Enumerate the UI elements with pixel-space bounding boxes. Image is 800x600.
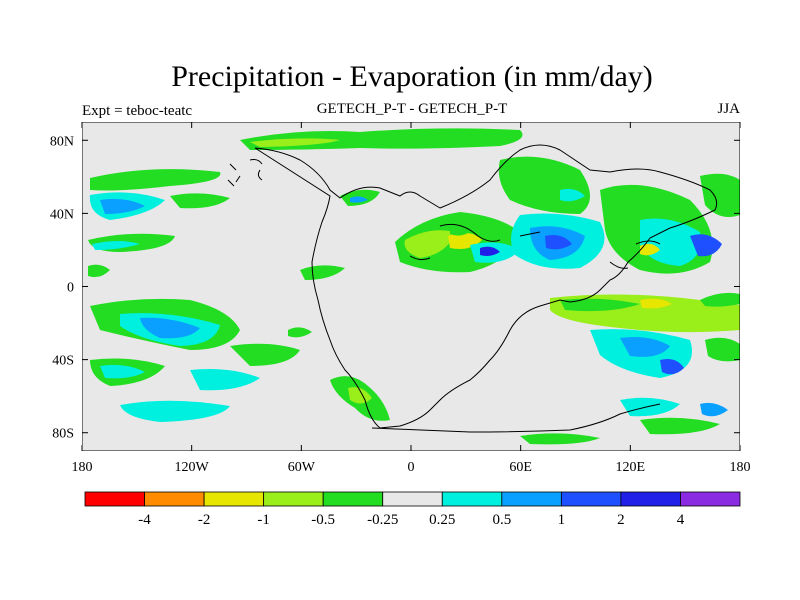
contour-patch	[100, 364, 145, 379]
contour-patch	[700, 173, 740, 218]
lon-tick-label: 120E	[616, 460, 646, 475]
contour-patch	[288, 327, 312, 338]
contour-patch	[520, 433, 600, 445]
contour-patch	[350, 196, 368, 203]
colorbar-swatch	[322, 491, 384, 507]
contour-patch	[170, 193, 230, 209]
colorbar-label: 1	[558, 512, 566, 528]
map-plot	[82, 122, 740, 451]
contour-patch	[88, 264, 110, 278]
contour-patch	[700, 292, 740, 307]
colorbar-swatch	[441, 491, 503, 507]
colorbar-swatch	[382, 491, 443, 507]
contour-patch	[700, 402, 728, 417]
coastlines	[227, 144, 718, 433]
lat-tick-label: 40N	[50, 207, 74, 222]
coastline-segment	[409, 255, 431, 261]
colorbar-label: -0.25	[367, 512, 398, 528]
continent-outline	[254, 144, 718, 429]
antarctic-coast	[371, 403, 661, 433]
colorbar-swatch	[501, 491, 562, 507]
contour-patch	[640, 243, 660, 256]
contour-patch	[620, 397, 680, 417]
coastline-segment	[249, 159, 263, 181]
colorbar-swatch	[680, 491, 741, 507]
latitude-axis: 80N 40N 0 40S 80S	[50, 134, 740, 442]
colorbar-label: 0.25	[429, 512, 455, 528]
lon-tick-label: 180	[730, 460, 751, 475]
colorbar-label: -0.5	[311, 512, 335, 528]
lon-tick-label: 60E	[509, 460, 532, 475]
contour-patch	[90, 169, 221, 191]
colorbar-label: 2	[617, 512, 625, 528]
longitude-axis: 180 120W 60W 0 60E 120E 180	[72, 122, 751, 475]
colorbar-swatch	[620, 491, 681, 507]
colorbar-label: -4	[138, 512, 151, 528]
coastline-segment	[227, 163, 241, 187]
colorbar-label: -1	[257, 512, 270, 528]
contour-patch	[230, 343, 300, 366]
lat-tick-label: 80N	[50, 134, 74, 149]
lon-tick-label: 180	[72, 460, 93, 475]
lat-tick-label: 80S	[52, 427, 74, 442]
contour-patch	[300, 265, 345, 280]
colorbar: -4 -2 -1 -0.5 -0.25 0.25 0.5 1 2 4	[84, 491, 741, 528]
lon-tick-label: 60W	[288, 460, 316, 475]
colorbar-swatch	[84, 491, 145, 507]
contour-patch	[620, 337, 670, 357]
lon-tick-label: 120W	[175, 460, 210, 475]
contour-patch	[190, 369, 260, 391]
contour-patch	[560, 298, 640, 312]
contour-patch	[660, 359, 684, 375]
contour-patch	[480, 246, 500, 256]
contour-patch	[140, 317, 200, 339]
contour-patch	[250, 138, 340, 147]
contour-patch	[640, 298, 672, 309]
coastline-segment	[439, 223, 541, 242]
dataset-label: GETECH_P-T - GETECH_P-T	[317, 101, 508, 117]
contour-patch	[560, 188, 585, 202]
coastline-segment	[609, 240, 661, 269]
contour-patch	[92, 241, 140, 250]
lat-tick-label: 0	[67, 281, 74, 296]
colorbar-label: 4	[677, 512, 685, 528]
contour-patch	[705, 337, 740, 362]
contour-patch	[690, 234, 722, 257]
season-label: JJA	[717, 101, 740, 117]
lon-tick-label: 0	[408, 460, 415, 475]
lat-tick-label: 40S	[52, 354, 74, 369]
contour-patch	[640, 218, 701, 266]
contour-patch	[404, 230, 455, 258]
contour-fills	[88, 128, 740, 445]
colorbar-swatch	[263, 491, 324, 507]
colorbar-label: -2	[198, 512, 211, 528]
contour-patch	[120, 400, 230, 422]
contour-patch	[348, 387, 372, 404]
colorbar-swatch	[560, 491, 622, 507]
colorbar-swatch	[203, 491, 265, 507]
colorbar-swatch	[144, 491, 205, 507]
experiment-label: Expt = teboc-teatc	[82, 103, 192, 119]
contour-patch	[640, 417, 720, 435]
figure-title: Precipitation - Evaporation (in mm/day)	[171, 60, 653, 93]
contour-patch	[545, 235, 572, 250]
contour-patch	[100, 198, 145, 214]
colorbar-label: 0.5	[492, 512, 511, 528]
